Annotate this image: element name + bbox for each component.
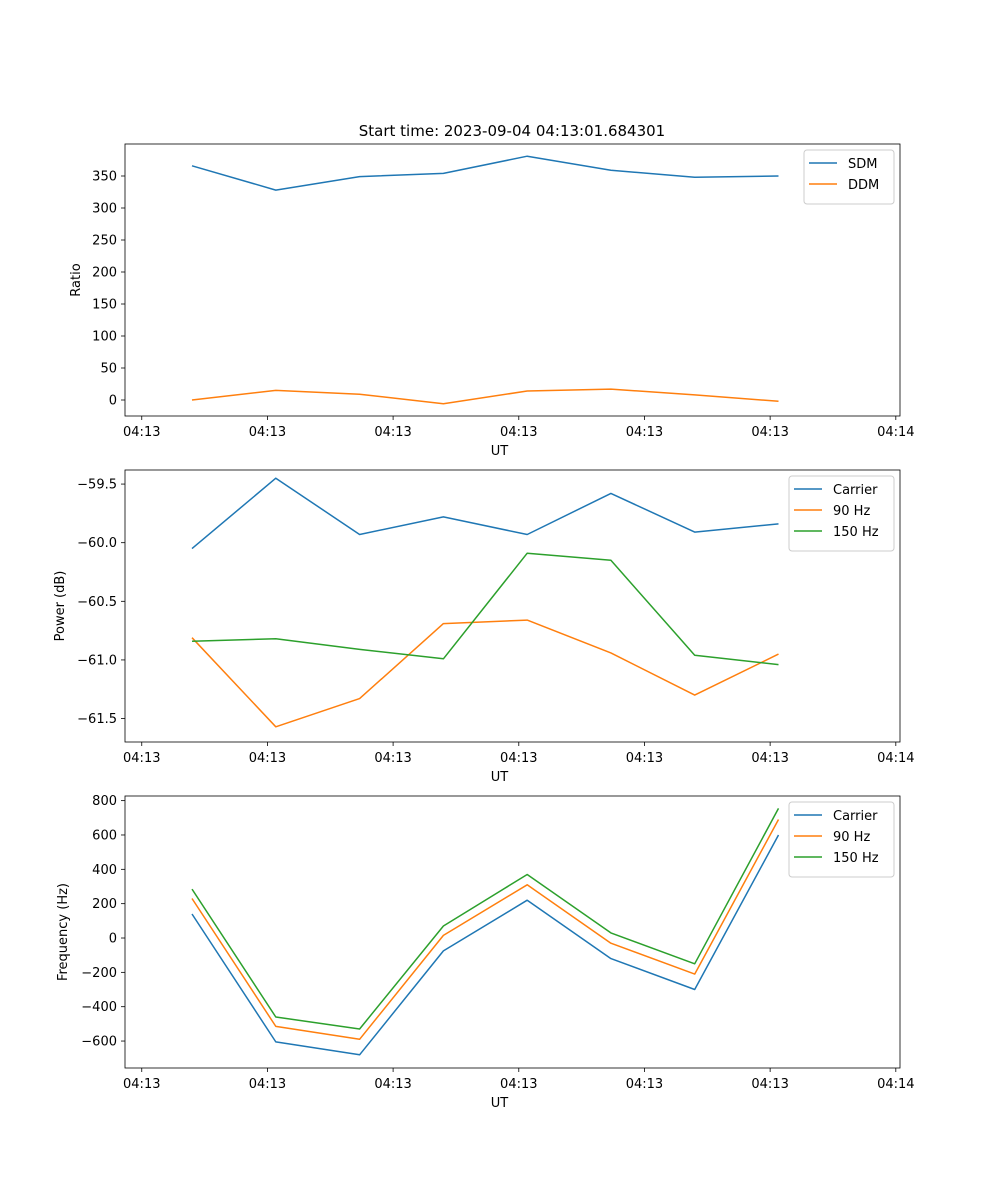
series-line-carrier (191, 477, 779, 550)
x-tick-label: 04:13 (500, 1077, 537, 1092)
x-tick-label: 04:13 (751, 751, 788, 766)
plot-frame (124, 143, 901, 417)
legend: Carrier 90 Hz 150 Hz (788, 801, 895, 878)
frequency-chart: 04:13 04:13 04:13 04:13 04:13 04:13 04:14 −600 −… (56, 794, 915, 1111)
legend-box (788, 475, 895, 552)
legend-label: 150 Hz (833, 525, 879, 540)
legend-label: 90 Hz (833, 504, 870, 519)
series-line-150-hz (191, 808, 780, 1030)
y-tick-label: −200 (81, 966, 117, 981)
y-tick-label: 200 (92, 266, 117, 281)
x-tick-label: 04:13 (626, 1077, 663, 1092)
legend: Carrier 90 Hz 150 Hz (788, 475, 895, 552)
y-tick-label: −59.5 (77, 478, 117, 493)
x-tick-label: 04:13 (249, 751, 286, 766)
x-tick-label: 04:13 (249, 425, 286, 440)
series-line-carrier (191, 834, 780, 1056)
ratio-chart: 04:13 04:13 04:13 04:13 04:13 04:13 04:14 0 50 10… (69, 143, 915, 459)
y-tick-label: 150 (92, 298, 117, 313)
y-tick-label: 100 (92, 330, 117, 345)
x-tick-label: 04:13 (751, 1077, 788, 1092)
y-tick-label: 600 (92, 828, 117, 843)
x-axis-label: UT (491, 1096, 509, 1111)
series-line-150-hz (191, 552, 779, 666)
legend-label: 150 Hz (833, 851, 879, 866)
legend-label: 90 Hz (833, 830, 870, 845)
series-line-90-hz (191, 619, 779, 728)
x-tick-label: 04:13 (374, 425, 411, 440)
y-tick-label: 0 (109, 394, 117, 409)
legend-box (788, 801, 895, 878)
legend: SDM DDM (803, 149, 895, 205)
y-axis-label: Ratio (69, 263, 84, 296)
y-tick-label: 200 (92, 897, 117, 912)
y-tick-label: 0 (109, 932, 117, 947)
x-tick-label: 04:13 (626, 425, 663, 440)
series-line-90-hz (191, 819, 780, 1041)
legend-label: DDM (848, 178, 879, 193)
x-tick-label: 04:13 (123, 425, 160, 440)
x-tick-label: 04:13 (123, 751, 160, 766)
legend-label: Carrier (833, 809, 878, 824)
plot-frame (124, 795, 901, 1069)
power-chart: 04:13 04:13 04:13 04:13 04:13 04:13 04:14 −61.5… (53, 469, 915, 785)
y-tick-label: −61.0 (77, 653, 117, 668)
series-line-sdm (191, 155, 779, 191)
x-tick-label: 04:13 (500, 425, 537, 440)
y-axis-label: Frequency (Hz) (56, 883, 71, 981)
x-tick-label: 04:14 (877, 425, 914, 440)
y-tick-label: 50 (100, 362, 117, 377)
x-tick-label: 04:13 (374, 1077, 411, 1092)
y-tick-label: 300 (92, 202, 117, 217)
y-tick-label: −60.0 (77, 536, 117, 551)
y-tick-label: −61.5 (77, 712, 117, 727)
y-axis-label: Power (dB) (53, 571, 68, 642)
chart-title: Start time: 2023-09-04 04:13:01.684301 (359, 122, 665, 140)
y-tick-label: −400 (81, 1000, 117, 1015)
x-tick-label: 04:14 (877, 751, 914, 766)
x-tick-label: 04:14 (877, 1077, 914, 1092)
x-axis-label: UT (491, 770, 509, 785)
x-tick-label: 04:13 (751, 425, 788, 440)
x-tick-label: 04:13 (249, 1077, 286, 1092)
y-tick-label: 400 (92, 863, 117, 878)
x-tick-label: 04:13 (626, 751, 663, 766)
x-tick-label: 04:13 (500, 751, 537, 766)
y-tick-label: −60.5 (77, 595, 117, 610)
y-tick-label: 250 (92, 234, 117, 249)
x-tick-label: 04:13 (123, 1077, 160, 1092)
x-axis-label: UT (491, 444, 509, 459)
y-tick-label: 350 (92, 170, 117, 185)
y-tick-label: 800 (92, 794, 117, 809)
series-line-ddm (191, 388, 779, 405)
y-tick-label: −600 (81, 1035, 117, 1050)
legend-label: SDM (848, 157, 877, 172)
x-tick-label: 04:13 (374, 751, 411, 766)
legend-label: Carrier (833, 483, 878, 498)
plot-frame (124, 469, 901, 743)
